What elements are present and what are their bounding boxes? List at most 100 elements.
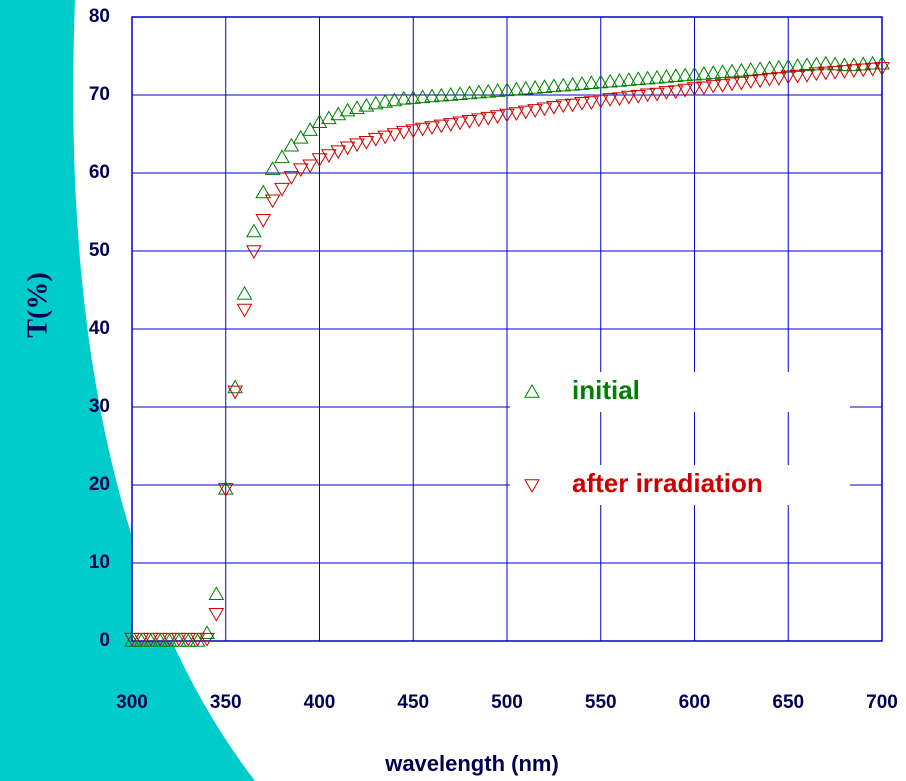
data-point xyxy=(677,67,693,82)
data-point xyxy=(733,76,750,91)
data-point xyxy=(208,586,225,600)
data-point xyxy=(799,57,815,72)
data-point xyxy=(546,100,562,115)
data-point xyxy=(217,480,234,495)
legend-label: initial xyxy=(572,375,640,405)
data-point xyxy=(827,56,843,71)
data-point xyxy=(583,75,600,90)
data-point xyxy=(564,76,581,91)
legend-box xyxy=(510,465,850,505)
data-point xyxy=(396,90,412,105)
data-point xyxy=(621,72,637,86)
data-point xyxy=(274,149,290,164)
data-point xyxy=(471,113,487,128)
data-point xyxy=(414,122,431,137)
y-tick-label: 20 xyxy=(89,474,110,495)
data-point xyxy=(536,79,553,93)
data-point xyxy=(714,79,731,93)
x-tick-label: 400 xyxy=(304,692,336,713)
data-point xyxy=(508,107,525,121)
x-axis-label: wavelength (nm) xyxy=(384,751,559,776)
data-point xyxy=(583,96,600,111)
y-tick-label: 30 xyxy=(89,396,110,417)
data-point xyxy=(442,86,459,101)
data-point xyxy=(217,483,234,497)
data-point xyxy=(667,68,684,83)
data-point xyxy=(489,83,506,97)
data-point xyxy=(227,385,243,400)
data-point xyxy=(480,83,497,98)
plot-frame xyxy=(131,16,883,642)
data-point xyxy=(508,81,525,96)
data-point xyxy=(752,74,768,89)
data-point xyxy=(546,78,562,93)
data-point xyxy=(602,93,618,107)
data-point xyxy=(292,129,309,144)
legend-marker xyxy=(524,479,540,494)
x-tick-label: 600 xyxy=(679,692,711,713)
data-point xyxy=(489,110,506,125)
x-tick-label: 300 xyxy=(116,692,148,713)
data-point xyxy=(274,182,290,197)
data-point xyxy=(499,108,515,123)
data-point xyxy=(630,71,647,86)
y-tick-label: 0 xyxy=(99,630,110,651)
data-point xyxy=(236,285,253,300)
data-point xyxy=(377,130,393,145)
data-point xyxy=(667,85,684,100)
data-point xyxy=(705,65,722,79)
data-point xyxy=(255,184,272,199)
data-point xyxy=(311,153,328,167)
data-point xyxy=(574,97,590,111)
data-point xyxy=(864,62,881,77)
legend-marker xyxy=(524,383,540,398)
data-point xyxy=(358,97,375,112)
data-point xyxy=(367,95,384,110)
background-shape xyxy=(0,0,255,781)
data-point xyxy=(246,223,262,238)
data-point xyxy=(302,159,318,174)
data-point xyxy=(649,87,665,102)
data-point xyxy=(517,80,534,95)
data-point xyxy=(611,72,628,87)
data-point xyxy=(152,632,168,647)
data-point xyxy=(236,303,253,318)
data-point xyxy=(761,72,778,87)
data-point xyxy=(442,118,459,132)
data-point xyxy=(452,86,468,100)
data-point xyxy=(199,625,215,639)
data-point xyxy=(367,132,384,147)
data-point xyxy=(658,69,675,83)
data-point xyxy=(742,75,759,89)
data-point xyxy=(124,632,140,647)
x-tick-label: 700 xyxy=(866,692,898,713)
data-point xyxy=(527,104,543,118)
data-point xyxy=(724,77,740,92)
data-point xyxy=(630,90,647,104)
data-point xyxy=(283,137,300,152)
data-point xyxy=(255,214,272,228)
data-point xyxy=(808,56,825,71)
data-point xyxy=(705,79,722,94)
data-point xyxy=(461,85,478,100)
data-point xyxy=(302,122,318,136)
x-tick-label: 650 xyxy=(772,692,804,713)
data-point xyxy=(499,82,515,97)
data-point xyxy=(817,55,834,70)
y-tick-label: 50 xyxy=(89,240,110,261)
data-point xyxy=(414,89,431,104)
data-point xyxy=(133,632,150,647)
data-point xyxy=(574,76,590,90)
data-point xyxy=(649,69,665,84)
data-point xyxy=(433,87,450,102)
data-point xyxy=(424,121,440,135)
data-point xyxy=(208,607,225,622)
data-point xyxy=(480,111,497,126)
data-point xyxy=(639,88,656,103)
data-point xyxy=(405,90,422,104)
data-point xyxy=(321,149,337,164)
data-point xyxy=(339,102,356,117)
data-point xyxy=(433,119,450,134)
data-point xyxy=(817,66,834,81)
data-point xyxy=(658,86,675,100)
